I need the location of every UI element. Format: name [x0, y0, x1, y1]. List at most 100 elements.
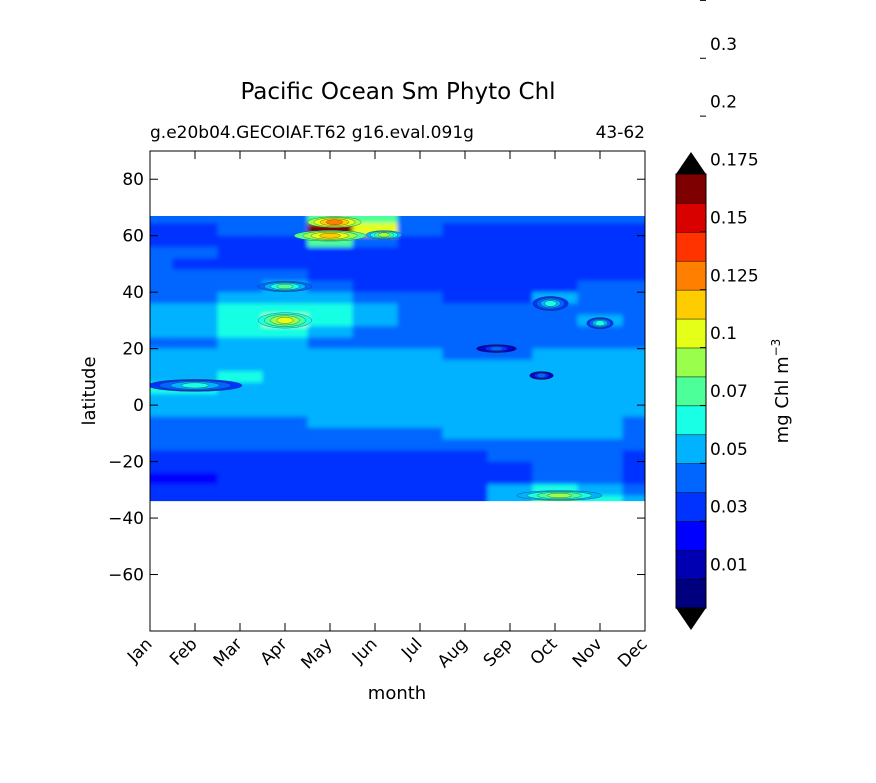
heatmap-cell: [622, 405, 645, 418]
axes-frame: [149, 150, 646, 632]
heatmap-cell: [352, 382, 399, 395]
heatmap-cell: [172, 292, 219, 305]
colorbar-segment: [675, 173, 707, 204]
heatmap-cell: [532, 393, 579, 406]
heatmap-cell: [172, 495, 219, 502]
heatmap-cell: [217, 235, 264, 248]
heatmap-cell: [172, 326, 219, 339]
heatmap-cell: [262, 223, 309, 237]
heatmap-cell: [577, 269, 624, 282]
heatmap-contour: [547, 492, 572, 499]
heatmap-cell: [150, 348, 174, 361]
heatmap-cell: [150, 439, 174, 452]
heatmap-cell: [217, 359, 264, 372]
heatmap-cell: [262, 461, 309, 474]
heatmap-cell: [307, 337, 354, 350]
y-tick-label: 0: [133, 396, 144, 416]
heatmap-cell: [352, 337, 399, 350]
heatmap-cell: [487, 235, 534, 248]
heatmap-cell: [172, 359, 219, 372]
heatmap-cell: [217, 405, 264, 418]
heatmap-cell: [172, 393, 219, 406]
heatmap-cell: [150, 269, 174, 282]
heatmap-cell: [577, 450, 624, 463]
heatmap-cell: [217, 348, 264, 361]
y-tick-label: −40: [108, 509, 144, 529]
heatmap-cell: [262, 405, 309, 418]
heatmap-cell: [397, 215, 444, 224]
heatmap-cell: [172, 416, 219, 429]
heatmap-cell: [622, 235, 645, 248]
colorbar-tick-label: 0.175: [710, 151, 759, 171]
heatmap-cell: [577, 427, 624, 440]
heatmap-cell: [172, 235, 219, 248]
colorbar-segment: [675, 434, 707, 464]
colorbar-segment: [675, 549, 707, 580]
heatmap-cell: [532, 461, 579, 474]
heatmap-cell: [577, 416, 624, 429]
heatmap-cell: [442, 382, 489, 395]
heatmap-cell: [622, 258, 645, 271]
heatmap-cell: [217, 427, 264, 440]
heatmap-cell: [442, 314, 489, 327]
heatmap-cell: [307, 427, 354, 440]
heatmap-cell: [307, 258, 354, 271]
heatmap-cell: [217, 416, 264, 429]
colorbar-segment: [675, 492, 707, 522]
heatmap-cell: [352, 292, 399, 305]
heatmap-cell: [532, 235, 579, 248]
heatmap-cell: [352, 215, 399, 224]
heatmap-cell: [442, 235, 489, 248]
heatmap-cell: [262, 484, 309, 497]
colorbar-label: mg Chl m−3: [769, 339, 793, 444]
heatmap-cell: [622, 337, 645, 350]
heatmap-cell: [352, 439, 399, 452]
heatmap-cell: [262, 393, 309, 406]
heatmap-cell: [397, 427, 444, 440]
heatmap-cell: [622, 495, 645, 502]
heatmap-cell: [217, 472, 264, 485]
heatmap-cell: [262, 292, 309, 305]
heatmap-cell: [487, 405, 534, 418]
heatmap-cell: [262, 269, 309, 282]
heatmap-cell: [442, 461, 489, 474]
heatmap-cell: [442, 258, 489, 271]
heatmap-cell: [487, 326, 534, 339]
heatmap-cell: [577, 292, 624, 305]
heatmap-contour: [276, 317, 294, 324]
heatmap-cell: [442, 337, 489, 350]
heatmap-cell: [150, 223, 174, 237]
heatmap-cell: [577, 235, 624, 248]
heatmap-cell: [172, 427, 219, 440]
y-tick-label: 40: [122, 283, 144, 303]
y-tick-label: 20: [122, 340, 144, 360]
heatmap-contour: [319, 232, 341, 239]
heatmap-cell: [352, 326, 399, 339]
heatmap-cell: [397, 314, 444, 327]
heatmap-cell: [352, 359, 399, 372]
heatmap-cell: [622, 280, 645, 293]
heatmap-cell: [307, 303, 354, 316]
heatmap-contour: [276, 283, 294, 290]
heatmap-cell: [172, 405, 219, 418]
y-axis-label: latitude: [79, 356, 100, 425]
heatmap-cell: [262, 439, 309, 452]
heatmap-cell: [622, 292, 645, 305]
heatmap-cell: [307, 405, 354, 418]
heatmap-cell: [622, 439, 645, 452]
heatmap-cell: [487, 247, 534, 260]
heatmap-cell: [217, 269, 264, 282]
heatmap-cell: [487, 258, 534, 271]
heatmap-cell: [217, 292, 264, 305]
heatmap-cell: [307, 348, 354, 361]
colorbar-segment: [675, 347, 707, 378]
heatmap-cell: [352, 269, 399, 282]
heatmap-cell: [577, 280, 624, 293]
heatmap-cell: [172, 215, 219, 224]
heatmap-cell: [622, 215, 645, 224]
heatmap-cell: [307, 371, 354, 384]
heatmap-cell: [262, 371, 309, 384]
heatmap-cell: [397, 337, 444, 350]
heatmap-cell: [487, 450, 534, 463]
heatmap-cell: [217, 439, 264, 452]
